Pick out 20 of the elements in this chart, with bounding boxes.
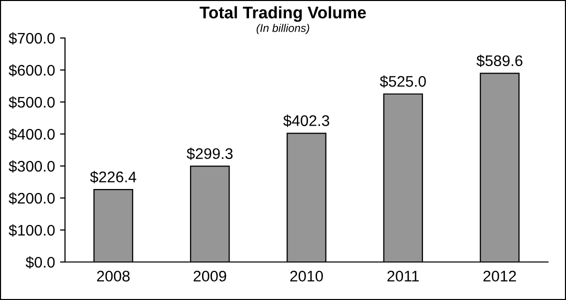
x-tick-label: 2009 xyxy=(194,270,226,282)
data-label: $402.3 xyxy=(283,114,330,127)
x-tick-label: 2011 xyxy=(387,270,419,282)
data-label: $226.4 xyxy=(90,170,136,184)
x-tick-label: 2012 xyxy=(483,270,516,282)
y-tick-label: $100.0 xyxy=(8,224,55,237)
y-tick-label: $200.0 xyxy=(8,192,55,205)
data-label: $299.3 xyxy=(186,148,233,160)
y-tick-label: $300.0 xyxy=(8,160,55,173)
x-tick-label: 2008 xyxy=(97,270,130,282)
y-tick-label: $700.0 xyxy=(8,32,55,45)
y-tick-label: $500.0 xyxy=(8,96,55,109)
y-tick-label: $600.0 xyxy=(8,64,55,77)
x-tick-label: 2010 xyxy=(290,270,323,282)
y-tick-label: $0.0 xyxy=(26,256,55,269)
data-label: $589.6 xyxy=(476,54,522,68)
chart-subtitle: (In billions) xyxy=(256,24,310,34)
y-tick-label: $400.0 xyxy=(8,128,55,141)
chart-title: Total Trading Volume xyxy=(200,6,366,22)
data-label: $525.0 xyxy=(380,75,426,88)
